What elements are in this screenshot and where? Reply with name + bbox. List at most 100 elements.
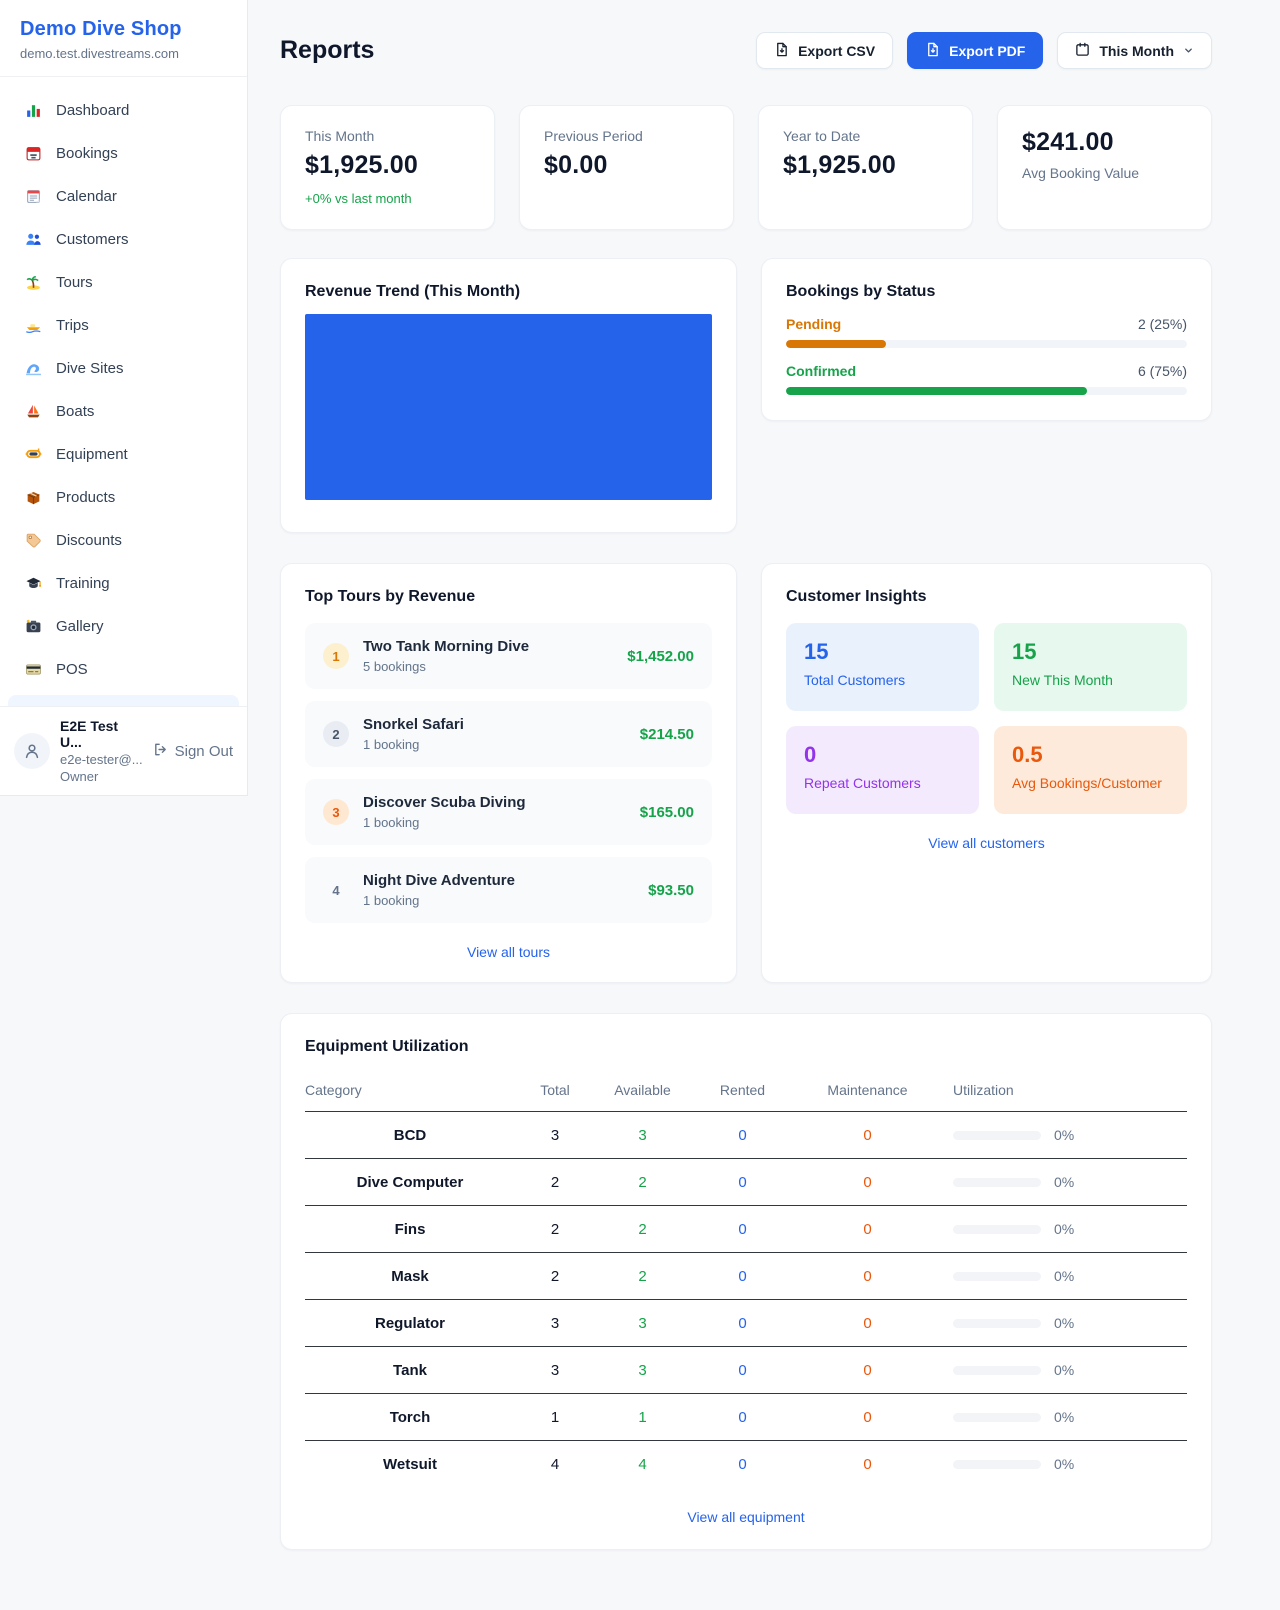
file-icon: [774, 42, 789, 60]
tour-name: Two Tank Morning Dive: [363, 638, 530, 655]
rank-badge: 1: [323, 643, 349, 669]
equipment-icon: [24, 445, 42, 463]
user-role: Owner: [60, 769, 99, 784]
avatar: [14, 733, 50, 769]
sidebar-item-pos[interactable]: POS: [8, 652, 239, 686]
tour-bookings: 5 bookings: [363, 659, 426, 674]
table-header-row: Category Total Available Rented Maintena…: [305, 1072, 1187, 1112]
export-pdf-button[interactable]: Export PDF: [907, 32, 1044, 69]
tour-amount: $93.50: [648, 881, 694, 899]
tile-avg-bookings-per-customer: 0.5 Avg Bookings/Customer: [994, 726, 1187, 814]
utilization-bar: [953, 1318, 1041, 1328]
stat-card-this-month: This Month $1,925.00 +0% vs last month: [280, 105, 495, 230]
file-icon: [925, 42, 940, 60]
sidebar-item-customers[interactable]: Customers: [8, 222, 239, 256]
training-icon: [24, 574, 42, 592]
view-all-equipment-link[interactable]: View all equipment: [687, 1508, 805, 1525]
tour-amount: $1,452.00: [627, 647, 694, 665]
sidebar-active-item-partial[interactable]: [8, 695, 239, 706]
table-row: Fins 2 2 0 0 0%: [305, 1205, 1187, 1253]
sidebar-item-trips[interactable]: Trips: [8, 308, 239, 342]
page-header: Reports Export CSV Export PDF This Month: [280, 32, 1212, 69]
header-actions: Export CSV Export PDF This Month: [756, 32, 1212, 69]
revenue-trend-card: Revenue Trend (This Month): [280, 258, 737, 533]
sidebar-item-boats[interactable]: Boats: [8, 394, 239, 428]
sidebar: Demo Dive Shop demo.test.divestreams.com…: [0, 0, 248, 796]
utilization-bar: [953, 1271, 1041, 1281]
export-csv-button[interactable]: Export CSV: [756, 32, 894, 69]
bookings-by-status-card: Bookings by Status Pending 2 (25%) Confi…: [761, 258, 1212, 421]
table-row: Dive Computer 2 2 0 0 0%: [305, 1158, 1187, 1206]
sidebar-item-tours[interactable]: Tours: [8, 265, 239, 299]
user-email: e2e-tester@...: [60, 752, 143, 767]
tour-row: 4 Night Dive Adventure 1 booking $93.50: [305, 857, 712, 923]
pending-bar-fill: [786, 340, 887, 348]
equipment-section: Equipment Utilization Category Total Ava…: [280, 1013, 1212, 1550]
shop-name: Demo Dive Shop: [20, 18, 182, 40]
pos-icon: [24, 660, 42, 678]
sidebar-item-products[interactable]: Products: [8, 480, 239, 514]
utilization-bar: [953, 1224, 1041, 1234]
sidebar-item-dive-sites[interactable]: Dive Sites: [8, 351, 239, 385]
user-name: E2E Test U...: [60, 718, 119, 750]
charts-row: Revenue Trend (This Month) Bookings by S…: [280, 258, 1212, 533]
tour-bookings: 1 booking: [363, 893, 420, 908]
view-all-customers-link[interactable]: View all customers: [928, 835, 1045, 851]
tour-name: Discover Scuba Diving: [363, 794, 526, 811]
boats-icon: [24, 402, 42, 420]
sidebar-item-equipment[interactable]: Equipment: [8, 437, 239, 471]
sign-out-button[interactable]: Sign Out: [153, 742, 233, 761]
sidebar-nav: Dashboard Bookings Calendar Customers To…: [0, 77, 247, 706]
utilization-bar: [953, 1365, 1041, 1375]
tour-row: 1 Two Tank Morning Dive 5 bookings $1,45…: [305, 623, 712, 689]
sidebar-item-calendar[interactable]: Calendar: [8, 179, 239, 213]
stat-card-year-to-date: Year to Date $1,925.00: [758, 105, 973, 230]
equipment-table: Category Total Available Rented Maintena…: [305, 1072, 1187, 1488]
user-panel: E2E Test U... e2e-tester@... Owner Sign …: [0, 706, 247, 795]
customer-insights-card: Customer Insights 15 Total Customers 15 …: [761, 563, 1212, 983]
utilization-bar: [953, 1459, 1041, 1469]
calendar-icon: [1075, 42, 1090, 60]
tile-repeat-customers: 0 Repeat Customers: [786, 726, 979, 814]
tour-bookings: 1 booking: [363, 815, 420, 830]
sidebar-item-training[interactable]: Training: [8, 566, 239, 600]
discounts-icon: [24, 531, 42, 549]
rank-badge: 3: [323, 799, 349, 825]
tour-row: 3 Discover Scuba Diving 1 booking $165.0…: [305, 779, 712, 845]
tour-list: 1 Two Tank Morning Dive 5 bookings $1,45…: [305, 623, 712, 923]
page-title: Reports: [280, 36, 375, 64]
tour-amount: $165.00: [639, 803, 694, 821]
stat-card-avg-booking-value: $241.00 Avg Booking Value: [997, 105, 1212, 230]
sidebar-item-dashboard[interactable]: Dashboard: [8, 93, 239, 127]
tile-total-customers: 15 Total Customers: [786, 623, 979, 711]
status-row-pending: Pending 2 (25%): [786, 316, 1187, 348]
table-row: Regulator 3 3 0 0 0%: [305, 1299, 1187, 1347]
stat-card-previous-period: Previous Period $0.00: [519, 105, 734, 230]
table-row: Tank 3 3 0 0 0%: [305, 1346, 1187, 1394]
table-row: BCD 3 3 0 0 0%: [305, 1111, 1187, 1159]
confirmed-bar-track: [786, 387, 1187, 395]
rank-badge: 2: [323, 721, 349, 747]
tour-row: 2 Snorkel Safari 1 booking $214.50: [305, 701, 712, 767]
sidebar-item-discounts[interactable]: Discounts: [8, 523, 239, 557]
confirmed-bar-fill: [786, 387, 1087, 395]
sidebar-item-bookings[interactable]: Bookings: [8, 136, 239, 170]
tours-icon: [24, 273, 42, 291]
calendar-icon: [24, 187, 42, 205]
stat-cards: This Month $1,925.00 +0% vs last month P…: [280, 105, 1212, 230]
lists-row: Top Tours by Revenue 1 Two Tank Morning …: [280, 563, 1212, 983]
insight-tiles: 15 Total Customers 15 New This Month 0 R…: [786, 623, 1187, 814]
sign-out-icon: [153, 742, 168, 761]
view-all-tours-link[interactable]: View all tours: [466, 944, 550, 960]
status-row-confirmed: Confirmed 6 (75%): [786, 363, 1187, 395]
utilization-bar: [953, 1177, 1041, 1187]
tour-name: Night Dive Adventure: [363, 872, 515, 889]
gallery-icon: [24, 617, 42, 635]
rank-badge: 4: [332, 882, 340, 898]
revenue-trend-bar: [305, 314, 712, 500]
table-row: Wetsuit 4 4 0 0 0%: [383, 1455, 1075, 1473]
table-row: Mask 2 2 0 0 0%: [305, 1252, 1187, 1300]
sidebar-item-gallery[interactable]: Gallery: [8, 609, 239, 643]
brand: Demo Dive Shop demo.test.divestreams.com: [0, 0, 247, 77]
period-dropdown[interactable]: This Month: [1057, 32, 1212, 69]
